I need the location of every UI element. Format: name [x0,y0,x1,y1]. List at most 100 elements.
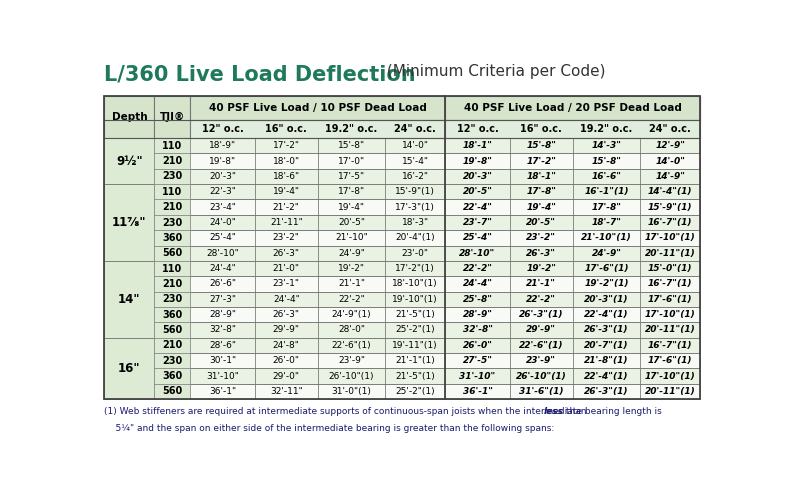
Bar [385,199,445,215]
Bar [155,97,190,138]
Bar [640,276,700,292]
Bar [104,153,700,169]
Text: 22'-4": 22'-4" [462,203,492,212]
Bar [255,246,318,261]
Text: 360: 360 [162,371,182,381]
Text: 24'-9": 24'-9" [591,248,622,258]
Text: 23'-0": 23'-0" [402,248,429,258]
Bar [640,138,700,153]
Bar [445,184,509,199]
Bar [155,369,190,384]
Text: 9½": 9½" [116,155,143,168]
Bar [640,384,700,399]
Text: 19'-8": 19'-8" [462,157,492,166]
Text: 16'-6": 16'-6" [591,172,622,181]
Text: 32'-8": 32'-8" [462,325,492,334]
Bar [190,307,255,322]
Bar [104,97,700,120]
Text: 26'-0": 26'-0" [462,341,492,350]
Text: 16'-1"(1): 16'-1"(1) [584,187,629,196]
Bar [104,338,700,353]
Text: 19'-10"(1): 19'-10"(1) [392,295,438,304]
Bar [509,246,573,261]
Text: 21'-10"(1): 21'-10"(1) [581,233,632,243]
Bar [255,292,318,307]
Text: 36'-1": 36'-1" [209,387,236,396]
Bar [445,292,509,307]
Text: 14": 14" [119,293,141,306]
Text: 24'-4": 24'-4" [209,264,235,273]
Text: 26'-3"(1): 26'-3"(1) [584,387,629,396]
Bar [318,261,385,276]
Bar [104,307,700,322]
Bar [255,230,318,246]
Bar [318,230,385,246]
Bar [318,307,385,322]
Bar [640,292,700,307]
Bar [640,169,700,184]
Bar [509,369,573,384]
Text: less: less [544,407,564,416]
Bar [155,138,190,153]
Text: 17'-6"(1): 17'-6"(1) [584,264,629,273]
Text: 29'-0": 29'-0" [272,372,300,380]
Bar [385,230,445,246]
Bar [445,97,700,120]
Bar [573,138,640,153]
Text: 26'-3"(1): 26'-3"(1) [584,325,629,334]
Bar [155,153,190,169]
Bar [255,307,318,322]
Bar [255,276,318,292]
Text: 18'-0": 18'-0" [272,157,300,166]
Text: 560: 560 [162,325,182,335]
Text: 15'-8": 15'-8" [526,141,557,150]
Text: 20'-3"(1): 20'-3"(1) [584,295,629,304]
Bar [385,169,445,184]
Bar [385,322,445,338]
Text: 25'-2"(1): 25'-2"(1) [396,387,435,396]
Text: 21'-10": 21'-10" [335,233,368,243]
Bar [445,138,509,153]
Bar [509,215,573,230]
Bar [445,153,509,169]
Text: 24'-4": 24'-4" [462,279,492,289]
Text: 40 PSF Live Load / 10 PSF Dead Load: 40 PSF Live Load / 10 PSF Dead Load [209,103,427,113]
Text: 19.2" o.c.: 19.2" o.c. [325,124,378,134]
Text: 22'-4"(1): 22'-4"(1) [584,310,629,319]
Text: 5¼" and the span on either side of the intermediate bearing is greater than the : 5¼" and the span on either side of the i… [104,424,554,433]
Bar [573,384,640,399]
Bar [190,292,255,307]
Text: 16'-7"(1): 16'-7"(1) [648,279,692,289]
Bar [640,307,700,322]
Bar [318,184,385,199]
Bar [385,369,445,384]
Bar [190,369,255,384]
Bar [385,338,445,353]
Text: 210: 210 [162,279,182,289]
Text: 230: 230 [162,218,182,228]
Text: 18'-7": 18'-7" [591,218,622,227]
Text: 20'-7"(1): 20'-7"(1) [584,341,629,350]
Bar [509,276,573,292]
Text: 23'-4": 23'-4" [209,203,236,212]
Bar [573,307,640,322]
Bar [509,184,573,199]
Bar [104,276,700,292]
Bar [104,138,700,153]
Bar [255,169,318,184]
Text: 17'-10"(1): 17'-10"(1) [644,233,696,243]
Text: 20'-11"(1): 20'-11"(1) [644,248,696,258]
Bar [573,369,640,384]
Bar [155,353,190,369]
Bar [445,215,509,230]
Bar [445,338,509,353]
Bar [190,97,445,120]
Bar [509,292,573,307]
Text: 19'-11"(1): 19'-11"(1) [392,341,438,350]
Bar [509,138,573,153]
Text: 17'-10"(1): 17'-10"(1) [644,372,696,380]
Text: 110: 110 [162,187,182,197]
Text: 12" o.c.: 12" o.c. [457,124,498,134]
Text: 16'-7"(1): 16'-7"(1) [648,218,692,227]
Bar [573,338,640,353]
